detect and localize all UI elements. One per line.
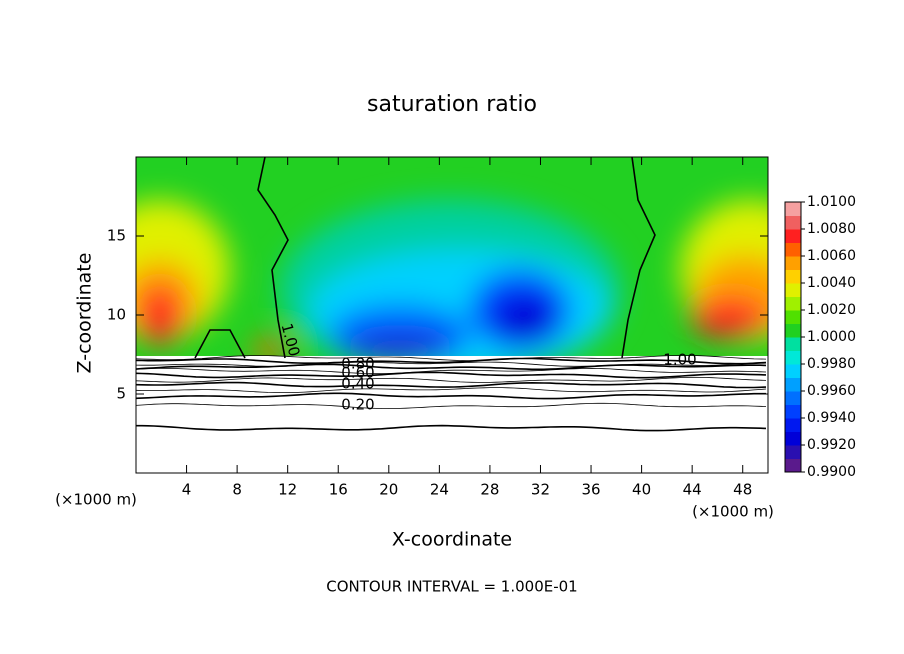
colorbar-band xyxy=(785,229,801,243)
colorbar-band xyxy=(785,418,801,432)
field xyxy=(136,157,768,358)
colorbar-label: 0.9980 xyxy=(807,356,856,372)
y-tick-label: 10 xyxy=(107,306,126,324)
colorbar-label: 1.0060 xyxy=(807,248,856,264)
colorbar-label: 0.9920 xyxy=(807,437,856,453)
contour-label: 0.60 xyxy=(341,364,374,382)
x-tick-label: 36 xyxy=(581,481,600,499)
colorbar-band xyxy=(785,202,801,216)
contour-line xyxy=(135,367,767,375)
x-tick-label: 8 xyxy=(232,481,242,499)
contour-line xyxy=(135,387,767,393)
x-tick-label: 32 xyxy=(531,481,550,499)
colorbar-band xyxy=(785,323,801,338)
contour-label: 0.80 xyxy=(341,355,374,373)
colorbar-band xyxy=(785,256,801,270)
colorbar-label: 0.9960 xyxy=(807,383,856,399)
colorbar-label: 1.0020 xyxy=(807,302,856,318)
contour-label: 0.40 xyxy=(341,375,374,393)
x-tick-label: 4 xyxy=(182,481,192,499)
x-tick-label: 40 xyxy=(632,481,651,499)
contour-lines xyxy=(135,156,767,432)
y-tick-label: 15 xyxy=(107,227,126,245)
x-tick-label: 48 xyxy=(733,481,752,499)
colorbar-band xyxy=(785,350,801,365)
colorbar-band xyxy=(785,242,801,257)
contour-label: 1.00 xyxy=(663,351,696,369)
contour-line xyxy=(135,354,767,362)
colorbar-label: 1.0000 xyxy=(807,329,856,345)
colorbar-label: 0.9900 xyxy=(807,464,856,480)
contour-line xyxy=(136,424,767,432)
y-tick-label: 5 xyxy=(116,385,126,403)
chart-title: saturation ratio xyxy=(367,92,537,117)
colorbar-band xyxy=(785,404,801,419)
colorbar-band xyxy=(785,391,801,405)
colorbar-band xyxy=(785,458,801,473)
contour-line xyxy=(135,357,767,365)
colorbar-label: 1.0080 xyxy=(807,221,856,237)
x-tick-label: 16 xyxy=(329,481,348,499)
contour-line xyxy=(194,329,246,359)
x-tick-label: 24 xyxy=(430,481,449,499)
contour-line xyxy=(135,402,767,409)
contour-label: 0.20 xyxy=(341,396,374,414)
contour-line xyxy=(257,156,289,359)
x-unit: (×1000 m) xyxy=(692,503,774,521)
x-tick-label: 28 xyxy=(480,481,499,499)
contour-line xyxy=(135,392,766,400)
colorbar-band xyxy=(785,269,801,284)
contour-line xyxy=(621,156,656,359)
colorbar-band xyxy=(785,377,801,392)
contour-line xyxy=(135,361,767,367)
colorbar-band xyxy=(785,215,801,230)
colorbar-band xyxy=(785,296,801,311)
colorbar-label: 1.0100 xyxy=(807,194,856,210)
contour-line xyxy=(135,381,767,389)
colorbar-band xyxy=(785,364,801,378)
colorbar-label: 0.9940 xyxy=(807,410,856,426)
contour-line xyxy=(135,371,767,379)
contour-line xyxy=(135,376,767,383)
colorbar-band xyxy=(785,445,801,459)
x-tick-label: 20 xyxy=(379,481,398,499)
contour-interval: CONTOUR INTERVAL = 1.000E-01 xyxy=(326,578,577,596)
colorbar-band xyxy=(785,283,801,297)
colorbar-band xyxy=(785,337,801,351)
colorbar-band xyxy=(785,431,801,446)
y-axis-label: Z-coordinate xyxy=(74,253,96,374)
colorbar-label: 1.0040 xyxy=(807,275,856,291)
x-tick-label: 12 xyxy=(278,481,297,499)
x-tick-label: 44 xyxy=(683,481,702,499)
x-axis-label: X-coordinate xyxy=(392,529,512,551)
contour-line xyxy=(135,363,767,371)
colorbar-band xyxy=(785,310,801,324)
y-unit: (×1000 m) xyxy=(55,491,137,509)
